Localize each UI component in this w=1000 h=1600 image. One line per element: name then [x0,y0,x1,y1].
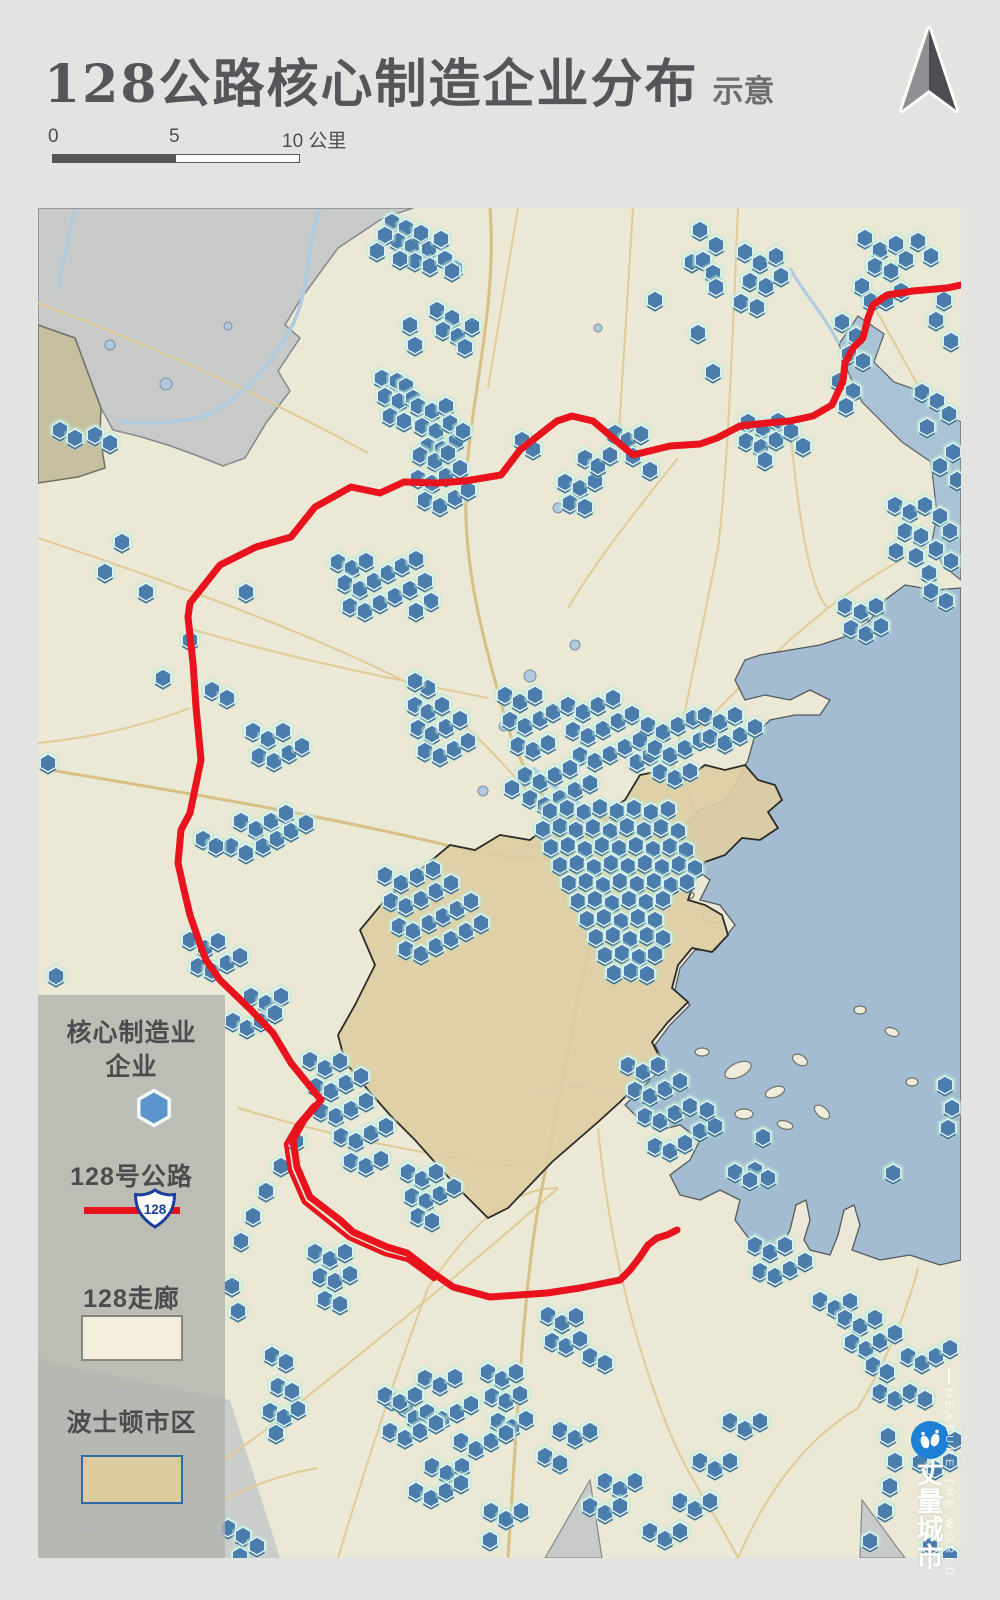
page-title: 128公路核心制造企业分布 示意 [44,42,775,117]
corridor-swatch [80,1315,183,1361]
scale-label-0: 0 [48,126,59,147]
legend-route-label: 128号公路 [70,1163,193,1191]
svg-text:128: 128 [143,1202,166,1217]
scale-bar-filled-segment [52,154,177,163]
legend-panel: 核心制造业 企业 128号公路 128 128走廊 波士顿市区 [38,995,225,1558]
legend-route-line [83,1207,180,1214]
route-128-line [174,281,961,1301]
north-arrow-icon [898,26,960,114]
title-subtitle: 示意 [712,74,775,110]
title-main: 128公路核心制造企业分布 [44,54,699,115]
legend-enterprise-label-line1: 核心制造业 [66,1019,197,1047]
map-canvas: 核心制造业 企业 128号公路 128 128走廊 波士顿市区 [38,208,961,1579]
ponds [104,321,603,797]
legend-enterprise-label-line2: 企业 [105,1053,158,1081]
boston-swatch [80,1455,183,1504]
legend-boston-label: 波士顿市区 [66,1409,197,1437]
scale-bar-empty-segment [175,154,300,163]
legend-corridor-label: 128走廊 [83,1285,180,1313]
scale-label-5: 5 [169,126,180,147]
scale-bar: 0 5 10 公里 [48,126,346,166]
scale-label-10: 10 公里 [282,131,347,152]
